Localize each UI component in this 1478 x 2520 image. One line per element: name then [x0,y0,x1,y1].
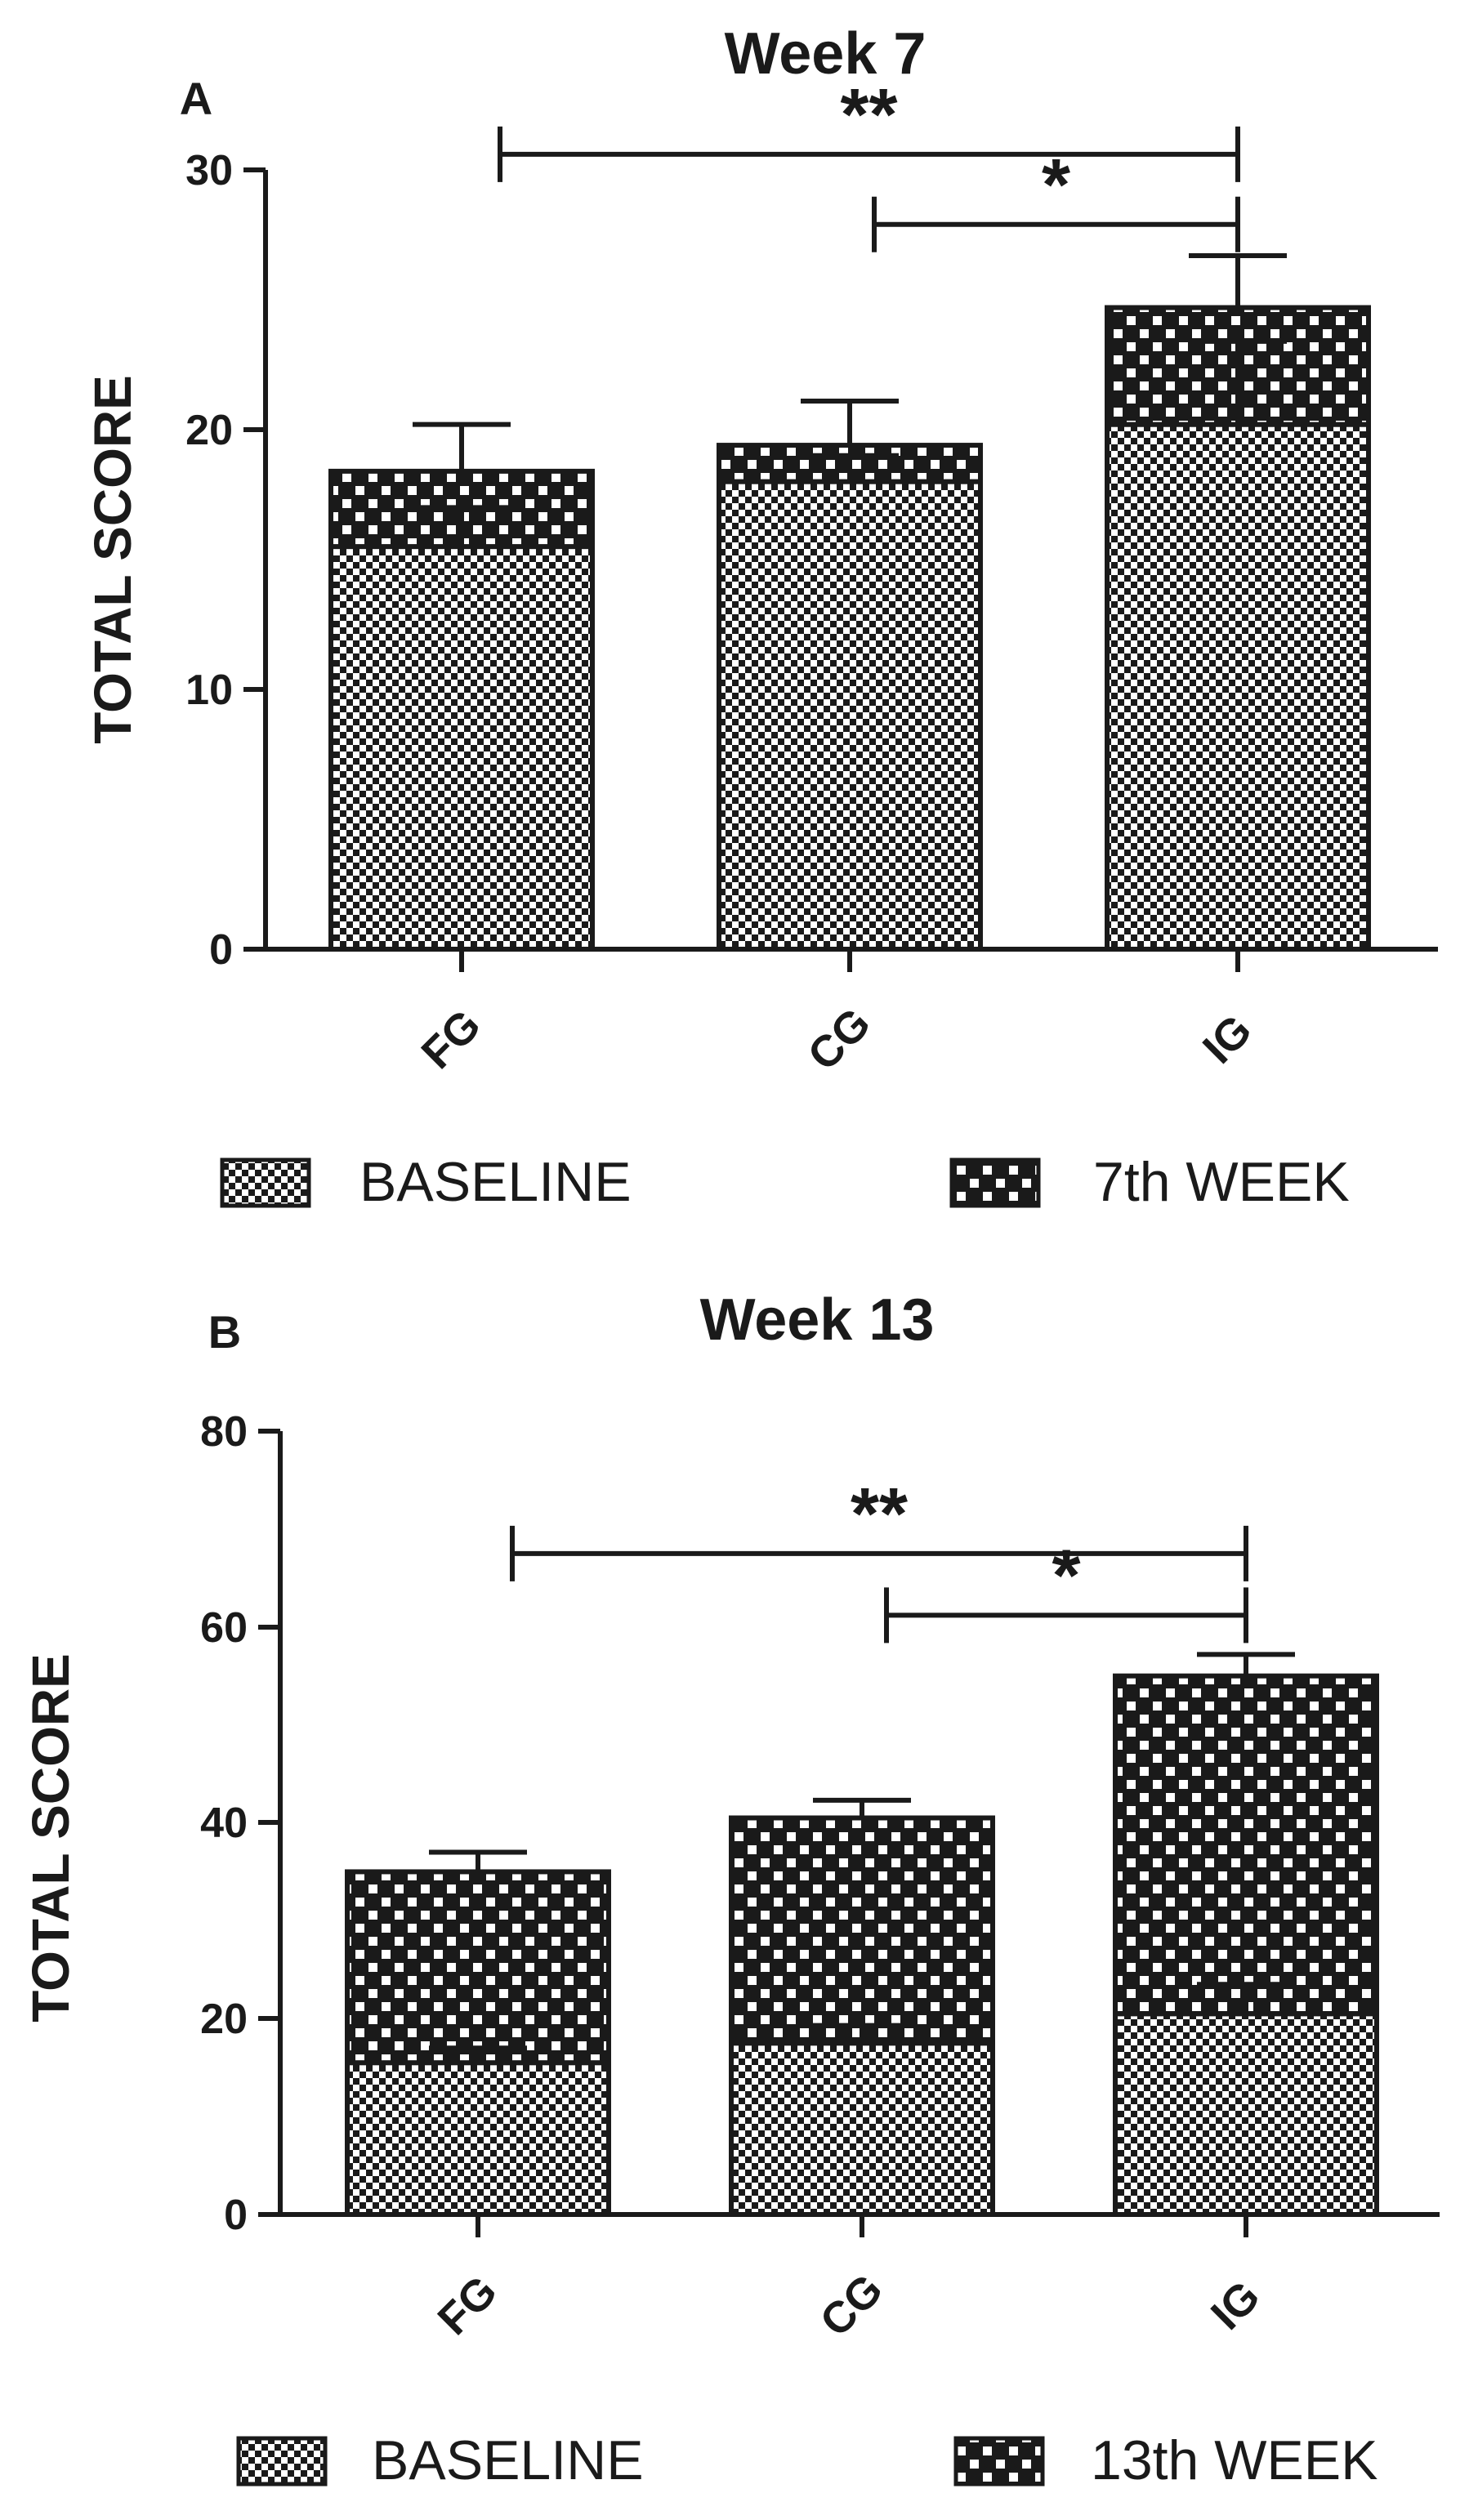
y-axis-label: TOTAL SCORE [21,1653,80,2023]
significance-label: * [1052,1535,1080,1617]
y-tick-label: 20 [200,1996,248,2043]
panel-letter: A [180,73,212,124]
y-tick-label: 30 [185,147,233,194]
bar-week-cg [729,1815,995,2046]
legend-swatch-week [949,1157,1041,1208]
x-category-label: FG [429,2267,507,2344]
x-category-label: FG [413,1001,490,1078]
panel-b: Week 13 B TOTAL SCORE 0 20 40 60 80 FG C… [21,1287,1440,2491]
x-category-label: IG [1194,1006,1261,1073]
y-tick-label: 10 [185,667,233,714]
bars-group: *** [345,1474,1379,2218]
x-category-label: CG [798,998,880,1080]
bars-group: *** [328,74,1371,952]
y-axis-label: TOTAL SCORE [83,375,142,744]
significance-label: ** [851,1474,908,1555]
legend-label-baseline: BASELINE [372,2429,644,2491]
bar-week-ig [1113,1673,1379,2017]
bar-baseline-fg [328,544,595,952]
bar-baseline-cg [717,479,983,952]
legend-label-baseline: BASELINE [359,1151,632,1213]
y-tick-label: 40 [200,1800,248,1847]
y-tick-label: 60 [200,1604,248,1652]
legend-swatch-week [953,2436,1045,2487]
y-tick-label: 20 [185,407,233,454]
legend-swatch-baseline [236,2436,328,2487]
chart-title: Week 7 [725,21,927,87]
bar-baseline-cg [729,2041,995,2217]
y-tick-label: 80 [200,1408,248,1456]
y-tick-label: 0 [224,2192,248,2239]
x-category-label: CG [810,2264,892,2346]
panel-letter: B [208,1306,241,1358]
legend-label-week: 13th WEEK [1091,2429,1378,2491]
bar-baseline-ig [1113,2011,1379,2218]
legend-swatch-baseline [220,1157,311,1208]
y-tick-label: 0 [209,926,233,974]
panel-a: Week 7 A TOTAL SCORE 0 10 20 30 FG CG IG… [83,21,1438,1213]
bar-baseline-ig [1105,421,1371,952]
legend-label-week: 7th WEEK [1093,1151,1350,1213]
bar-week-fg [345,1869,611,2066]
bar-baseline-fg [345,2060,611,2218]
chart-title: Week 13 [700,1287,935,1353]
significance-label: * [1042,145,1070,226]
x-category-label: IG [1202,2272,1270,2339]
significance-label: ** [840,74,897,156]
